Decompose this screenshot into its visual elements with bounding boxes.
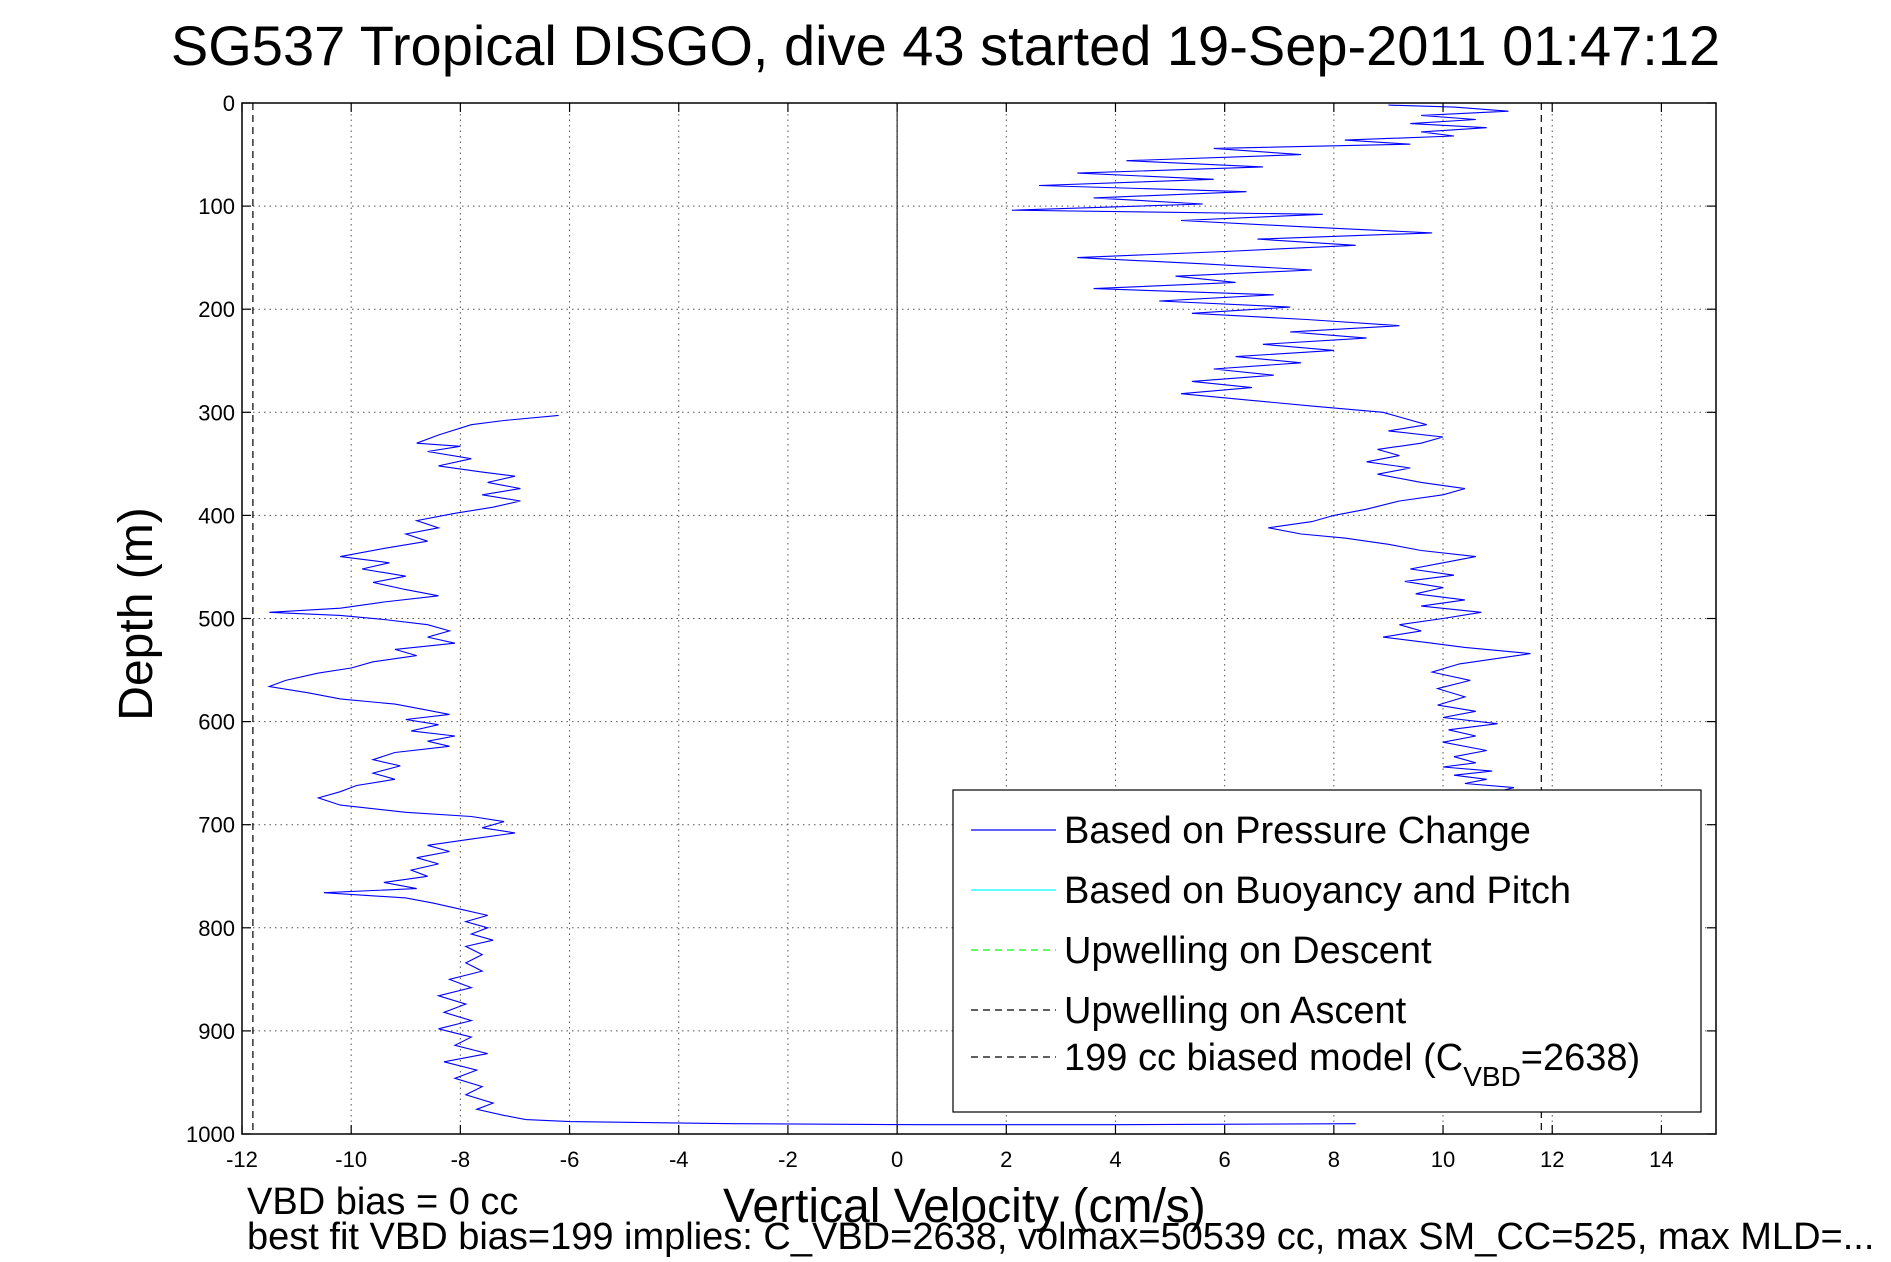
series-line-0-descent (267, 414, 1356, 1126)
y-tick-label: 800 (198, 916, 235, 941)
legend: Based on Pressure Change Based on Buoyanc… (952, 789, 1702, 1113)
legend-label-1: Based on Buoyancy and Pitch (1064, 870, 1571, 912)
x-tick-label: 2 (1000, 1147, 1012, 1172)
x-tick-label: -4 (669, 1147, 689, 1172)
y-tick-label: 500 (198, 607, 235, 632)
y-tick-label: 900 (198, 1019, 235, 1044)
y-tick-label: 100 (198, 194, 235, 219)
x-tick-label: 0 (891, 1147, 903, 1172)
x-tick-label: -6 (560, 1147, 580, 1172)
legend-box (952, 789, 1702, 1113)
y-axis-label: Depth (m) (110, 507, 163, 721)
y-tick-label: 1000 (186, 1122, 235, 1147)
chart-title: SG537 Tropical DISGO, dive 43 started 19… (170, 14, 1721, 77)
x-tick-label: 4 (1109, 1147, 1121, 1172)
x-tick-label: -2 (778, 1147, 798, 1172)
x-axis-label: Vertical Velocity (cm/s) (723, 1180, 1206, 1233)
x-tick-label: -8 (451, 1147, 471, 1172)
legend-label-3: Upwelling on Ascent (1064, 990, 1407, 1032)
y-tick-label: 0 (223, 91, 235, 116)
legend-label-0: Based on Pressure Change (1064, 810, 1531, 852)
x-tick-label: 12 (1540, 1147, 1564, 1172)
series-lines (252, 103, 1547, 1134)
footer-line-2: best fit VBD bias=199 implies: C_VBD=263… (247, 1216, 1875, 1258)
legend-label-2: Upwelling on Descent (1064, 930, 1432, 972)
y-tick-label: 300 (198, 400, 235, 425)
x-tick-label: -12 (226, 1147, 258, 1172)
y-tick-label: 700 (198, 813, 235, 838)
y-tick-label: 200 (198, 297, 235, 322)
x-tick-label: 6 (1219, 1147, 1231, 1172)
x-tick-label: 8 (1328, 1147, 1340, 1172)
series-line-0-ascent (1011, 104, 1547, 797)
x-tick-label: 10 (1431, 1147, 1455, 1172)
x-tick-label: -10 (335, 1147, 367, 1172)
y-tick-label: 400 (198, 503, 235, 528)
footer-line-1: VBD bias = 0 cc (247, 1181, 519, 1223)
axis-ticks: -12 -10 -8 -6 -4 -2 0 2 4 6 8 10 12 14 0 100 200 300 400 50… (186, 91, 1716, 1172)
y-tick-label: 600 (198, 710, 235, 735)
x-tick-label: 14 (1649, 1147, 1673, 1172)
